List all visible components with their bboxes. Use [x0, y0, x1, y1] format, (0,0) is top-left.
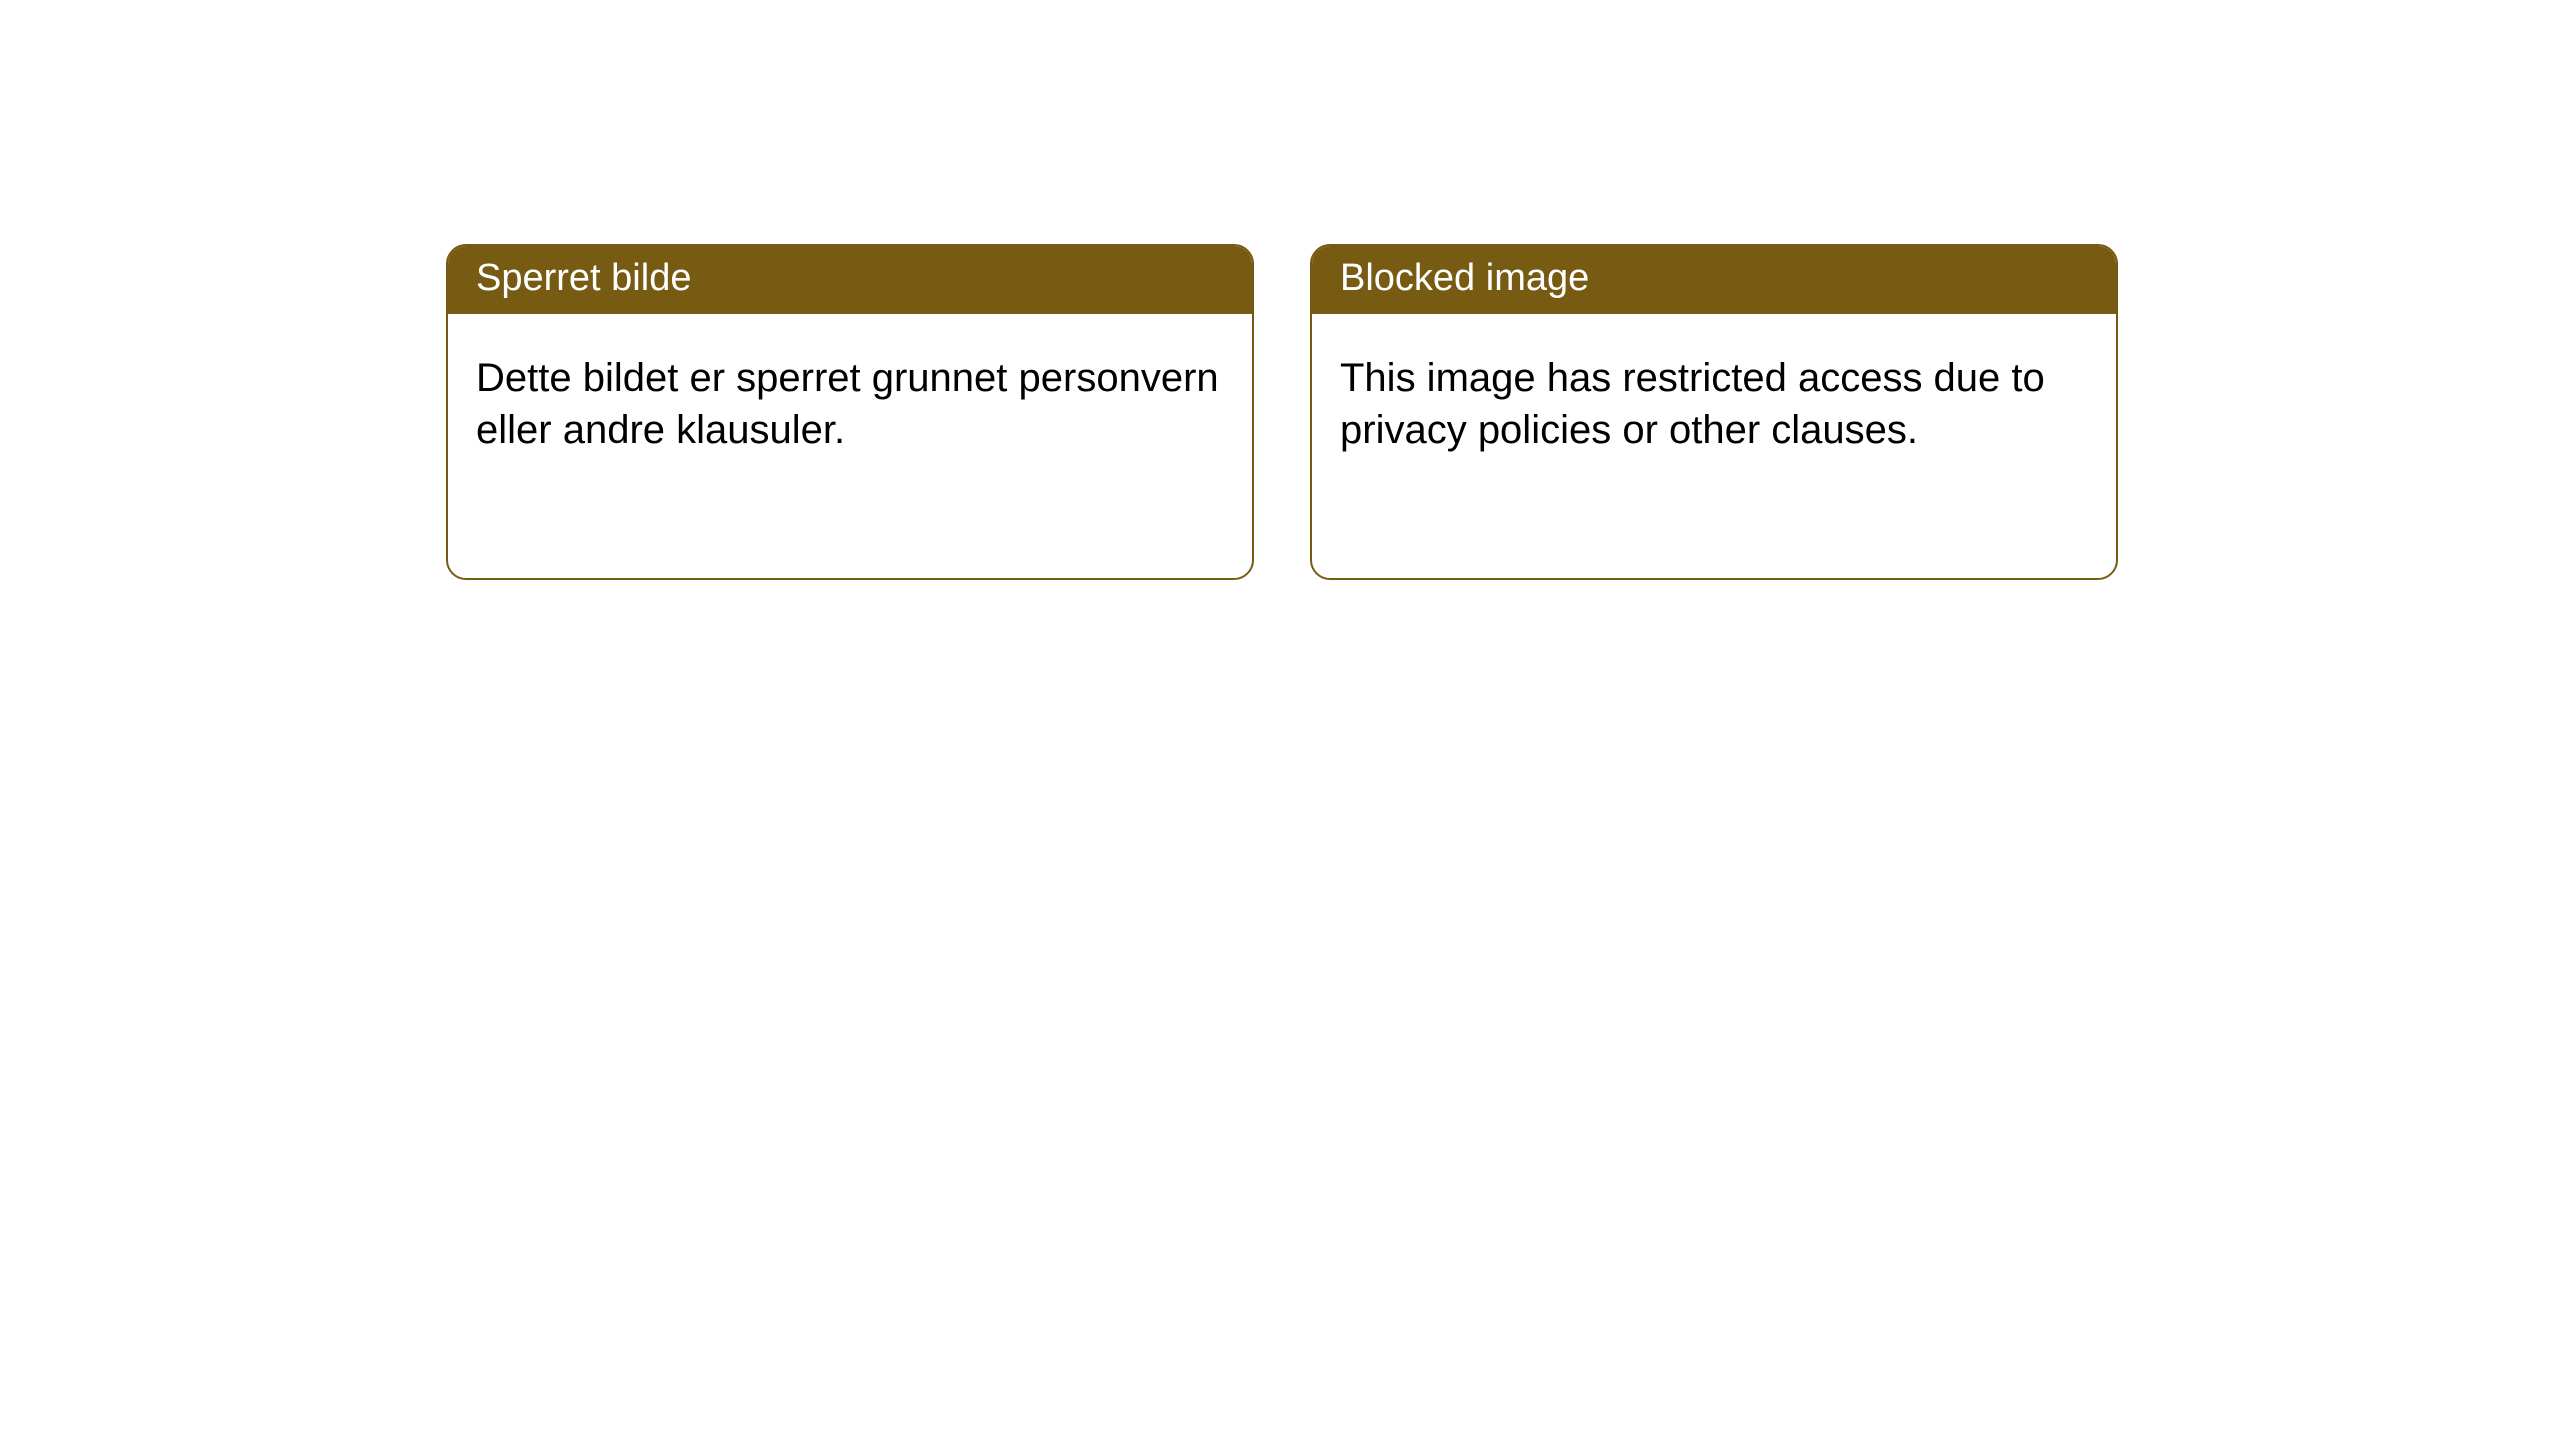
notice-container: Sperret bilde Dette bildet er sperret gr… — [0, 0, 2560, 580]
notice-title: Sperret bilde — [448, 246, 1252, 314]
notice-body: Dette bildet er sperret grunnet personve… — [448, 314, 1252, 494]
notice-card-norwegian: Sperret bilde Dette bildet er sperret gr… — [446, 244, 1254, 580]
notice-title: Blocked image — [1312, 246, 2116, 314]
notice-card-english: Blocked image This image has restricted … — [1310, 244, 2118, 580]
notice-body: This image has restricted access due to … — [1312, 314, 2116, 494]
